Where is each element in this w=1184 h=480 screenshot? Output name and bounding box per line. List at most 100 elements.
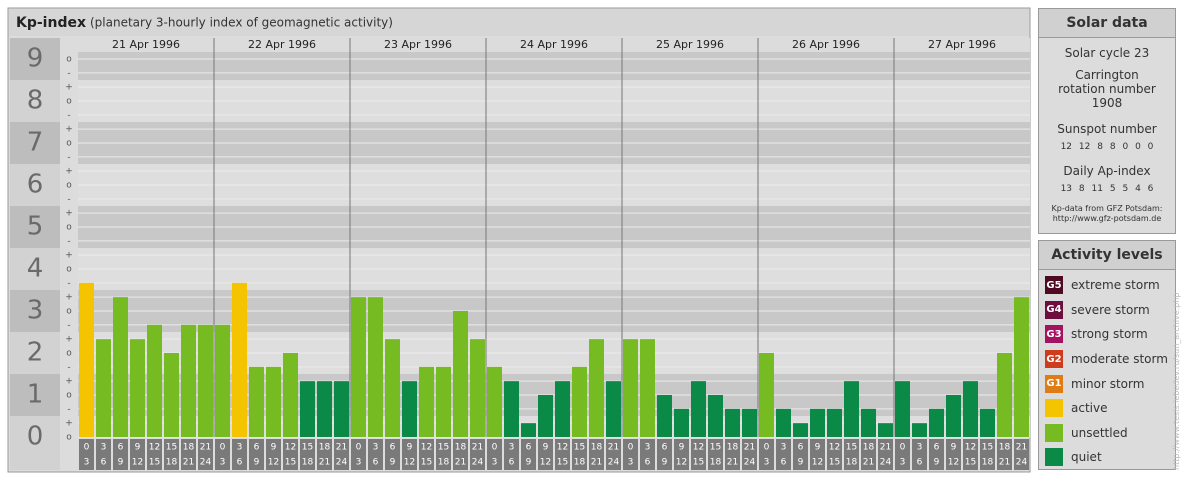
bar — [555, 381, 570, 437]
bar — [810, 408, 825, 437]
minor-tick-label: o — [66, 265, 72, 275]
hour-label: 9 — [815, 443, 821, 453]
level-label: unsettled — [1071, 425, 1128, 440]
hour-box — [181, 439, 196, 470]
y-tick-label: 5 — [27, 212, 44, 242]
bar — [674, 408, 689, 437]
level-item: G2 moderate storm — [1039, 347, 1175, 372]
label-band — [10, 38, 60, 80]
hour-label: 15 — [829, 458, 840, 468]
minor-tick-label: + — [65, 251, 73, 261]
label-band — [10, 374, 60, 416]
hour-label: 3 — [101, 443, 107, 453]
bar — [657, 395, 672, 437]
hour-label: 15 — [166, 443, 177, 453]
hour-label: 12 — [285, 443, 296, 453]
hour-label: 18 — [710, 458, 722, 468]
hour-label: 24 — [880, 458, 892, 468]
hour-label: 3 — [84, 458, 90, 468]
bar — [130, 339, 145, 437]
hour-box — [385, 439, 400, 470]
hour-label: 3 — [373, 443, 379, 453]
hour-box — [317, 439, 332, 470]
bar — [623, 339, 638, 437]
hour-label: 21 — [183, 458, 194, 468]
hour-label: 9 — [407, 443, 413, 453]
hour-label: 9 — [390, 458, 396, 468]
bar — [963, 381, 978, 437]
hour-box — [487, 439, 502, 470]
header — [9, 9, 1029, 36]
bar — [759, 353, 774, 437]
swatch: G5 — [1045, 276, 1063, 295]
hour-label: 9 — [543, 443, 549, 453]
bar — [725, 408, 740, 437]
hour-label: 18 — [183, 443, 195, 453]
level-item: G5 extreme storm — [1039, 273, 1175, 298]
hour-label: 21 — [336, 443, 347, 453]
level-label: extreme storm — [1071, 278, 1160, 293]
label-band — [10, 206, 60, 248]
chart-title: Kp-index — [16, 15, 86, 31]
minor-tick-label: o — [66, 97, 72, 107]
source-url: http://www.gfz-potsdam.de — [1052, 214, 1162, 223]
hour-label: 12 — [421, 443, 432, 453]
hour-box — [113, 439, 128, 470]
minor-tick-label: + — [65, 293, 73, 303]
hour-label: 0 — [492, 443, 498, 453]
swatch — [1045, 423, 1063, 442]
hour-box — [249, 439, 264, 470]
label-band — [10, 164, 60, 206]
bar — [470, 339, 485, 437]
level-label: strong storm — [1071, 327, 1148, 342]
hour-box — [929, 439, 944, 470]
swatch: G4 — [1045, 300, 1063, 319]
solar-cycle: Solar cycle 23 — [1064, 46, 1150, 60]
minor-tick-label: - — [67, 278, 70, 288]
number: 12 — [1078, 142, 1091, 152]
hour-label: 21 — [1016, 443, 1027, 453]
hour-label: 6 — [118, 443, 124, 453]
hour-label: 21 — [863, 458, 874, 468]
hour-box — [810, 439, 825, 470]
bar — [742, 408, 757, 437]
minor-tick-label: o — [66, 181, 72, 191]
hour-label: 3 — [917, 443, 923, 453]
hour-label: 9 — [135, 443, 141, 453]
hour-label: 12 — [132, 458, 143, 468]
bar — [878, 423, 893, 437]
band — [78, 416, 1030, 437]
bar — [504, 381, 519, 437]
sunspot-row: 12 12 8 8 0 0 0 — [1039, 142, 1175, 152]
hour-label: 3 — [781, 443, 787, 453]
bar — [997, 353, 1012, 437]
hour-label: 18 — [574, 458, 586, 468]
hour-label: 21 — [472, 443, 483, 453]
bar — [793, 423, 808, 437]
hour-label: 12 — [693, 443, 704, 453]
hour-box — [912, 439, 927, 470]
date-label: 27 Apr 1996 — [928, 38, 996, 51]
label-band — [10, 80, 60, 122]
hour-box — [436, 439, 451, 470]
bar — [164, 353, 179, 437]
minor-tick-label: - — [67, 404, 70, 414]
hour-label: 3 — [237, 443, 243, 453]
level-item: active — [1039, 396, 1175, 421]
minor-tick-label: - — [67, 152, 70, 162]
y-tick-label: 1 — [27, 380, 44, 410]
number: 8 — [1097, 142, 1103, 152]
level-item: unsettled — [1039, 421, 1175, 446]
hour-box — [589, 439, 604, 470]
number: 4 — [1135, 184, 1141, 194]
hour-label: 3 — [628, 458, 634, 468]
minor-column — [61, 38, 77, 470]
bar — [487, 366, 502, 437]
number: 8 — [1109, 142, 1116, 152]
hour-label: 12 — [812, 458, 823, 468]
bar — [300, 381, 315, 437]
number: 5 — [1122, 184, 1129, 194]
hour-box — [946, 439, 961, 470]
swatch: G2 — [1045, 350, 1063, 369]
